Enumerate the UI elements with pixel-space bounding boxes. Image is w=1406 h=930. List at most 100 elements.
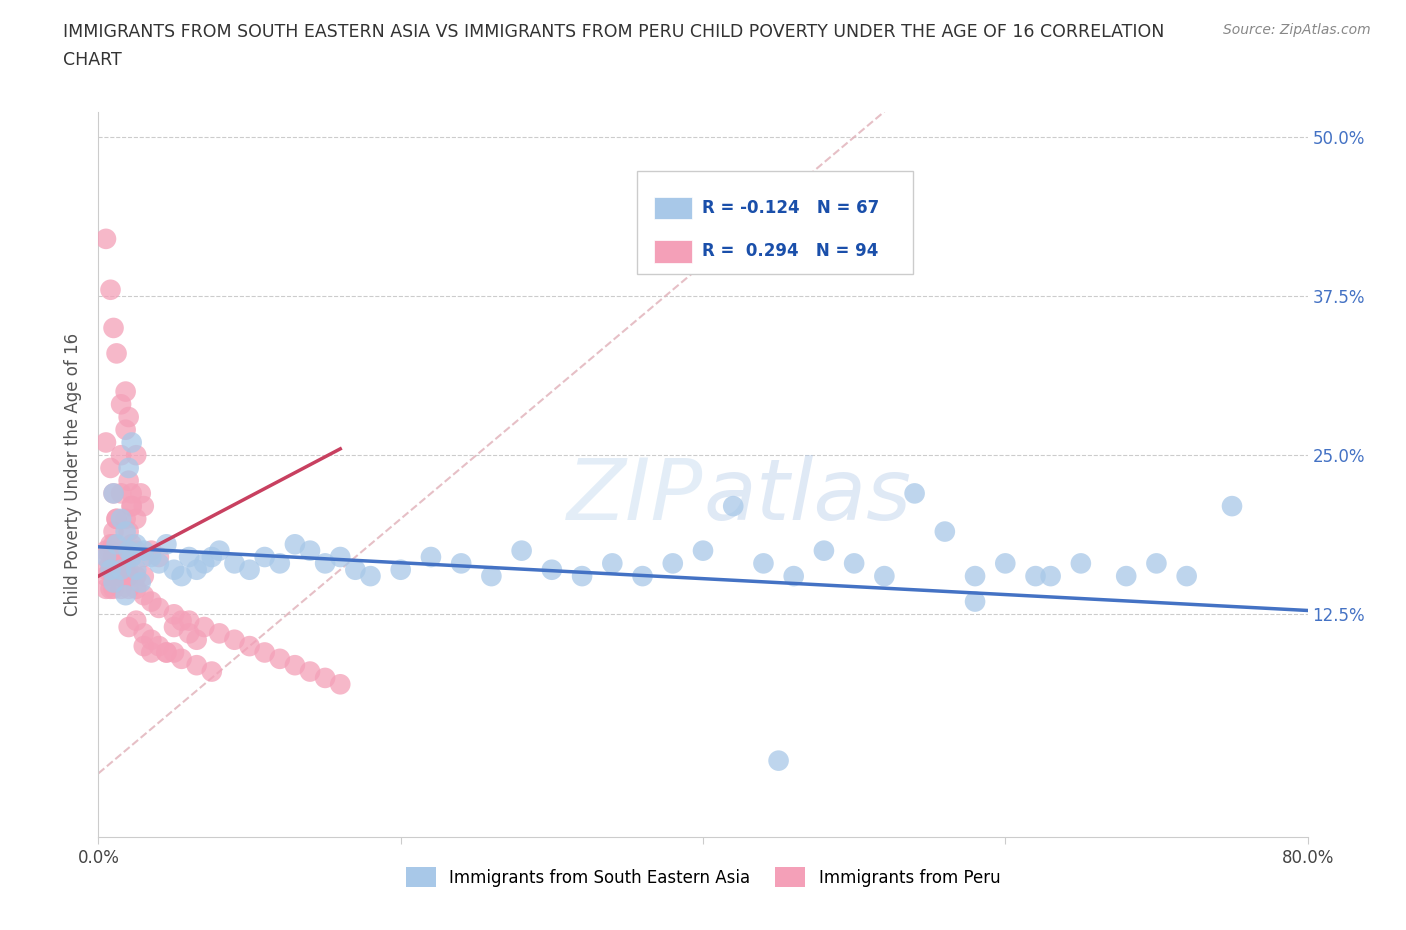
Point [121, 486, 143, 501]
Point [965, 568, 987, 583]
Point [105, 537, 128, 551]
Point [114, 525, 136, 539]
Point [994, 556, 1017, 571]
Point [170, 651, 193, 666]
Point [813, 543, 835, 558]
Point [129, 486, 152, 501]
Point [114, 550, 136, 565]
Point [105, 556, 128, 571]
Point [329, 550, 352, 565]
Point [208, 626, 231, 641]
Point [121, 537, 143, 551]
Point [1039, 568, 1062, 583]
Point [100, 460, 122, 475]
Point [103, 486, 125, 501]
Point [155, 645, 177, 660]
Point [110, 563, 132, 578]
Point [141, 543, 163, 558]
Point [118, 525, 141, 539]
Point [103, 550, 125, 565]
Point [103, 568, 125, 583]
Point [631, 568, 654, 583]
Point [114, 588, 136, 603]
Point [118, 460, 141, 475]
Point [100, 563, 122, 578]
Point [105, 512, 128, 526]
Point [118, 581, 141, 596]
Point [269, 651, 291, 666]
Point [94, 550, 117, 565]
Point [114, 384, 136, 399]
Point [121, 435, 143, 450]
Point [110, 581, 132, 596]
Point [155, 537, 177, 551]
Point [170, 568, 193, 583]
Text: R = -0.124   N = 67: R = -0.124 N = 67 [702, 199, 879, 217]
Point [193, 556, 215, 571]
Point [179, 613, 201, 628]
Point [155, 645, 177, 660]
Point [132, 543, 155, 558]
Point [170, 613, 193, 628]
Point [110, 397, 132, 412]
Point [661, 556, 683, 571]
Point [1220, 498, 1243, 513]
Point [723, 498, 745, 513]
Point [125, 568, 148, 583]
Point [179, 626, 201, 641]
Point [103, 537, 125, 551]
Text: ZIP: ZIP [567, 455, 703, 538]
Point [125, 447, 148, 462]
Point [118, 473, 141, 488]
Point [329, 677, 352, 692]
Point [965, 594, 987, 609]
Point [125, 613, 148, 628]
Point [94, 435, 117, 450]
Point [571, 568, 593, 583]
Point [132, 588, 155, 603]
Point [114, 556, 136, 571]
Point [163, 645, 186, 660]
Point [129, 575, 152, 590]
Point [844, 556, 866, 571]
Point [114, 512, 136, 526]
Point [148, 601, 170, 616]
Point [344, 563, 367, 578]
Point [105, 563, 128, 578]
Point [148, 550, 170, 565]
Text: Source: ZipAtlas.com: Source: ZipAtlas.com [1223, 23, 1371, 37]
Point [110, 512, 132, 526]
Point [934, 525, 956, 539]
Point [141, 594, 163, 609]
Point [299, 664, 322, 679]
Point [110, 447, 132, 462]
Point [510, 543, 533, 558]
Point [100, 543, 122, 558]
Legend: Immigrants from South Eastern Asia, Immigrants from Peru: Immigrants from South Eastern Asia, Immi… [399, 860, 1007, 894]
Y-axis label: Child Poverty Under the Age of 16: Child Poverty Under the Age of 16 [65, 333, 83, 616]
Point [105, 512, 128, 526]
Point [125, 581, 148, 596]
Point [100, 537, 122, 551]
Point [201, 550, 224, 565]
Point [105, 550, 128, 565]
Point [110, 486, 132, 501]
Point [1175, 568, 1198, 583]
Point [163, 619, 186, 634]
Point [284, 537, 307, 551]
Point [284, 658, 307, 672]
Point [114, 422, 136, 437]
Text: IMMIGRANTS FROM SOUTH EASTERN ASIA VS IMMIGRANTS FROM PERU CHILD POVERTY UNDER T: IMMIGRANTS FROM SOUTH EASTERN ASIA VS IM… [63, 23, 1164, 41]
Point [94, 550, 117, 565]
Point [783, 568, 806, 583]
Point [602, 556, 624, 571]
Point [1144, 556, 1167, 571]
Point [100, 563, 122, 578]
Point [132, 550, 155, 565]
Point [121, 498, 143, 513]
Point [110, 563, 132, 578]
Point [103, 575, 125, 590]
Point [1115, 568, 1137, 583]
Point [94, 232, 117, 246]
Point [94, 543, 117, 558]
